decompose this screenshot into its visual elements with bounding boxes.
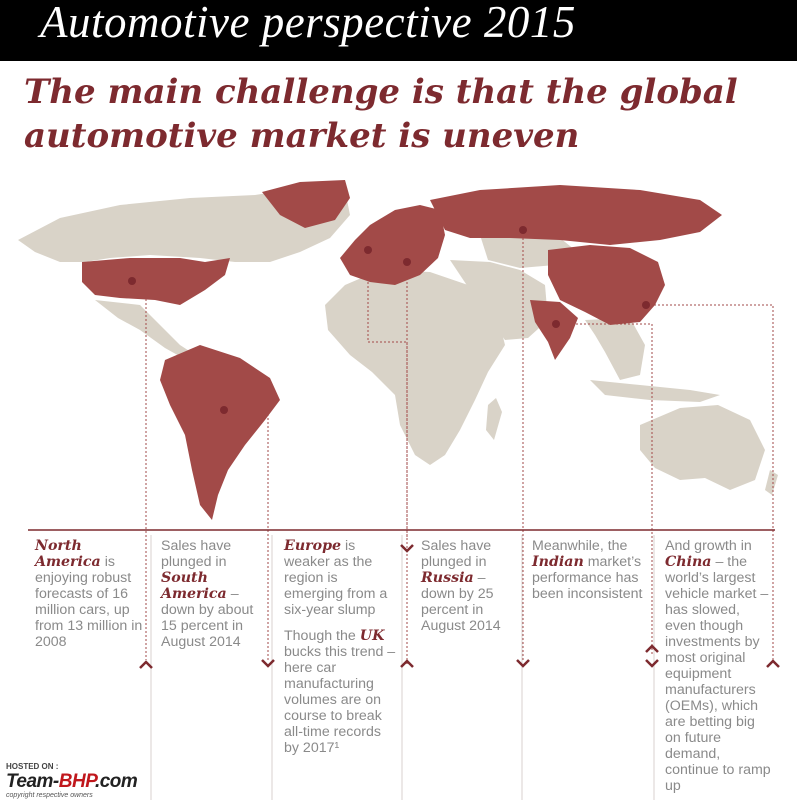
dot-india [552,320,560,328]
dot-europe [403,258,411,266]
usa-land [82,258,230,305]
russia-pre: Sales have plunged in [421,538,492,570]
page-title: Automotive perspective 2015 [40,0,576,47]
highlighted-markets [82,180,722,520]
south-america-pre: Sales have plunged in [161,538,232,570]
chevron-down-icon [261,659,275,668]
column-india: Meanwhile, the Indian market’s performan… [532,538,648,602]
connector-lines [132,230,774,665]
europe-paragraph-1: Europe is weaker as the region is emergi… [284,538,396,618]
title-bar: Automotive perspective 2015 [0,0,797,61]
uk-highlight: UK [359,628,385,644]
chevron-up-icon [766,659,780,668]
headline: The main challenge is that the global au… [24,70,784,158]
uk-pre: Though the [284,628,360,644]
connector-north-america [132,280,147,660]
chevron-down-icon [516,659,530,668]
india-highlight: Indian [532,554,584,570]
africa-land [325,270,505,465]
dot-south-america [220,406,228,414]
madagascar-land [486,398,502,440]
indonesia-land [590,380,720,402]
south-america-land [160,345,280,520]
watermark-brand-c: .com [94,771,138,792]
chevrons [139,544,780,669]
watermark-brand-a: Team- [6,771,59,792]
connector-south-america [224,409,269,660]
north-america-highlight: North America [35,538,101,570]
south-america-text: – down by about 15 percent in August 201… [161,586,254,650]
column-russia: Sales have plunged in Russia – down by 2… [421,538,517,634]
india-text: market’s performance has been inconsiste… [532,554,643,602]
headline-line-2: automotive market is uneven [24,116,580,156]
dot-north-america [128,277,136,285]
china-text: – the world’s largest vehicle market – h… [665,554,771,794]
watermark-brand: Team-BHP.com [6,771,138,793]
dot-russia [519,226,527,234]
chevron-up-icon [645,644,659,653]
india-pre: Meanwhile, the [532,538,628,554]
china-highlight: China [665,554,712,570]
chevron-up-icon [139,660,153,669]
column-south-america: Sales have plunged in South America – do… [161,538,265,650]
greenland-land [262,180,350,228]
south-america-highlight: South America [161,570,227,602]
europe-land [340,205,445,285]
southeast-asia-land [585,318,645,380]
mexico-central-america-land [95,300,200,362]
market-dots [128,226,650,414]
dot-uk [364,246,372,254]
watermark-hosted: HOSTED ON : [6,762,59,771]
russia-highlight: Russia [421,570,474,586]
europe-paragraph-2: Though the UK bucks this trend – here ca… [284,628,396,756]
russia-text: – down by 25 percent in August 2014 [421,570,501,634]
north-america-text: is enjoying robust forecasts of 16 milli… [35,554,143,650]
chevron-up-icon [400,659,414,668]
connector-europe-1 [367,250,408,540]
russia-land [430,185,722,245]
column-north-america: North America is enjoying robust forecas… [35,538,145,650]
column-europe: Europe is weaker as the region is emergi… [284,538,396,766]
chevron-down-icon [645,659,659,668]
watermark-brand-b: BHP [58,771,96,792]
column-china: And growth in China – the world’s larges… [665,538,771,794]
watermark: HOSTED ON : Team-BHP.com copyright respe… [3,762,193,800]
watermark-copyright: copyright respective owners [6,792,93,799]
chevron-down-icon [400,544,414,553]
india-land [530,300,578,360]
china-land [548,245,665,325]
uk-text: bucks this trend – here car manufacturin… [284,644,396,756]
europe-highlight: Europe [284,538,342,554]
china-pre: And growth in [665,538,752,554]
new-zealand-land [765,470,778,495]
alaska-canada-land [18,188,350,262]
dot-china [642,301,650,309]
australia-land [640,405,765,490]
europe-text: is weaker as the region is emerging from… [284,538,388,618]
headline-line-1: The main challenge is that the global [24,72,738,112]
connector-india [556,323,653,655]
non-highlighted-land [18,188,778,495]
